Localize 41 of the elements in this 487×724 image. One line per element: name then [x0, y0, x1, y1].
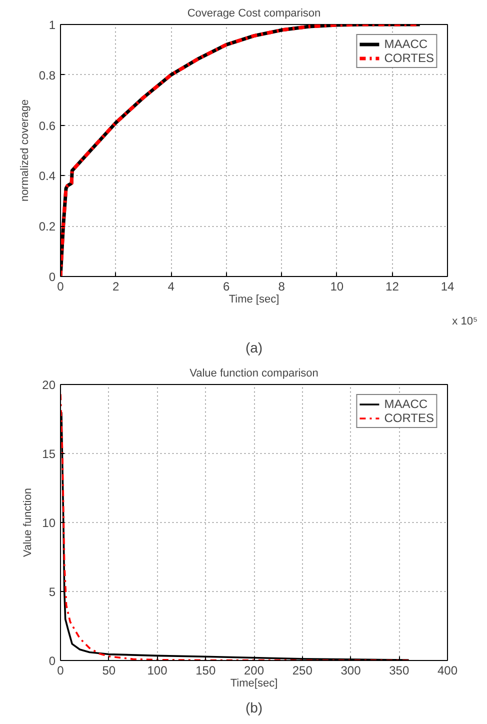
x-tick-label: 150: [196, 664, 216, 678]
chart-title: Coverage Cost comparison: [187, 8, 321, 20]
legend-label: CORTES: [384, 51, 434, 65]
y-tick-label: 5: [48, 585, 56, 599]
x-tick-label: 2: [112, 280, 120, 294]
x-tick-label: 300: [340, 664, 362, 678]
legend-label: CORTES: [384, 411, 434, 425]
x-tick-label: 50: [102, 664, 116, 678]
y-tick-label: 0.6: [38, 118, 56, 133]
legend-label: MAACC: [384, 397, 428, 411]
y-axis-title: normalized coverage: [18, 99, 31, 202]
x-tick-label: 350: [389, 664, 410, 678]
y-tick-label: 0.2: [38, 220, 56, 234]
x-tick-label: 4: [168, 280, 175, 294]
x-tick-label: 100: [147, 664, 168, 678]
x-tick-label: 12: [386, 280, 400, 294]
y-tick-label: 0: [48, 270, 56, 284]
y-axis-title: Value function: [22, 488, 34, 557]
y-tick-label: 0.4: [38, 169, 56, 184]
y-tick-label: 20: [42, 378, 56, 392]
x-tick-label: 200: [244, 664, 264, 678]
x-axis-title: Time [sec]: [228, 294, 280, 306]
x-tick-label: 400: [437, 664, 458, 678]
x-tick-label: 6: [223, 280, 230, 294]
y-tick-label: 1: [48, 18, 56, 32]
x-tick-label: 10: [330, 280, 344, 294]
chart-title: Value function comparison: [190, 368, 318, 380]
x-axis-title: Time[sec]: [230, 678, 278, 690]
x-tick-label: 250: [292, 664, 313, 678]
text: x 10⁵: [452, 316, 478, 328]
legend-label: MAACC: [384, 37, 428, 51]
text: (b): [245, 700, 263, 716]
x-tick-label: 0: [57, 664, 64, 678]
x-tick-label: 14: [440, 280, 454, 294]
y-tick-label: 0.8: [38, 68, 56, 82]
text: (a): [245, 340, 263, 356]
y-tick-label: 10: [42, 516, 56, 530]
x-tick-label: 8: [278, 280, 286, 294]
x-tick-label: 0: [57, 280, 64, 294]
y-tick-label: 0: [48, 654, 56, 668]
y-tick-label: 15: [42, 447, 56, 461]
